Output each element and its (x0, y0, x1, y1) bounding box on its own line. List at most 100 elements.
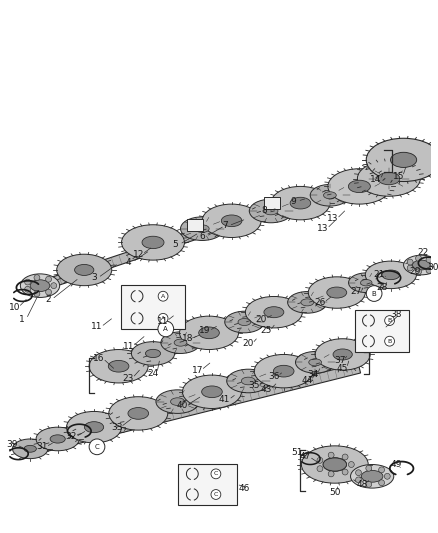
Text: 15: 15 (393, 172, 404, 181)
Ellipse shape (264, 207, 278, 215)
Ellipse shape (128, 408, 148, 419)
Text: 11: 11 (157, 317, 169, 326)
Text: 2: 2 (45, 295, 51, 304)
Ellipse shape (161, 332, 200, 353)
Ellipse shape (366, 138, 438, 182)
Ellipse shape (238, 319, 251, 326)
Ellipse shape (201, 386, 223, 398)
Ellipse shape (195, 225, 209, 232)
Text: 13: 13 (317, 224, 329, 233)
Ellipse shape (227, 369, 270, 393)
Text: 35: 35 (248, 382, 260, 390)
Text: 8: 8 (261, 206, 267, 215)
Circle shape (46, 276, 52, 282)
Text: B: B (388, 338, 392, 344)
Bar (355, 310, 409, 351)
Ellipse shape (183, 375, 241, 408)
Ellipse shape (349, 273, 384, 293)
Text: 34: 34 (307, 369, 319, 378)
Circle shape (158, 321, 173, 337)
Ellipse shape (378, 172, 400, 185)
Ellipse shape (311, 451, 358, 478)
Circle shape (158, 313, 168, 323)
Text: C: C (95, 444, 99, 450)
Text: 3: 3 (91, 273, 97, 282)
Text: 12: 12 (133, 250, 144, 259)
Text: 33: 33 (111, 423, 122, 432)
Text: 7: 7 (222, 221, 228, 230)
Ellipse shape (357, 161, 420, 196)
Text: A: A (161, 316, 165, 321)
Ellipse shape (199, 327, 219, 338)
Text: 50: 50 (329, 488, 341, 497)
Text: 11: 11 (91, 322, 103, 332)
Text: 51: 51 (292, 448, 303, 457)
Circle shape (51, 282, 57, 288)
Circle shape (431, 262, 437, 268)
Text: 14: 14 (371, 175, 382, 184)
Ellipse shape (361, 471, 383, 482)
Text: 16: 16 (93, 354, 105, 363)
Ellipse shape (288, 292, 327, 313)
Ellipse shape (273, 365, 294, 377)
Ellipse shape (360, 279, 372, 286)
Ellipse shape (327, 287, 347, 298)
Circle shape (385, 316, 395, 326)
Ellipse shape (382, 175, 395, 182)
Bar (264, 197, 280, 209)
Text: 28: 28 (376, 283, 388, 292)
Circle shape (211, 490, 221, 499)
Text: 44: 44 (302, 376, 313, 384)
Ellipse shape (108, 360, 129, 372)
Ellipse shape (301, 299, 314, 306)
Circle shape (342, 454, 348, 460)
Bar (187, 219, 203, 231)
Circle shape (317, 457, 323, 463)
Circle shape (89, 439, 105, 455)
Ellipse shape (315, 339, 370, 370)
Ellipse shape (24, 446, 36, 452)
Ellipse shape (309, 359, 321, 366)
Text: 36: 36 (268, 372, 279, 381)
Ellipse shape (350, 465, 394, 488)
Ellipse shape (131, 342, 175, 365)
Text: 19: 19 (199, 326, 211, 335)
Circle shape (366, 286, 382, 301)
Text: 5: 5 (173, 240, 179, 249)
Ellipse shape (413, 260, 430, 270)
Circle shape (328, 452, 334, 458)
Circle shape (366, 465, 372, 471)
Ellipse shape (170, 398, 184, 406)
Text: 20: 20 (255, 314, 267, 324)
Ellipse shape (36, 427, 79, 451)
Ellipse shape (369, 168, 409, 189)
Text: 4: 4 (126, 257, 131, 266)
Ellipse shape (89, 350, 148, 383)
Text: 6: 6 (199, 232, 205, 241)
Text: B: B (388, 318, 392, 323)
Ellipse shape (323, 458, 346, 471)
Text: 26: 26 (314, 298, 326, 307)
Ellipse shape (365, 261, 417, 288)
Circle shape (385, 336, 395, 346)
Text: 30: 30 (427, 263, 438, 272)
Text: 1: 1 (19, 314, 25, 324)
Circle shape (407, 259, 413, 265)
Ellipse shape (324, 192, 336, 199)
Ellipse shape (174, 339, 187, 346)
Text: 27: 27 (351, 287, 362, 296)
Ellipse shape (308, 277, 365, 308)
Circle shape (416, 269, 421, 274)
Circle shape (384, 473, 390, 479)
Ellipse shape (323, 458, 346, 471)
Text: 31: 31 (36, 442, 48, 451)
Text: 48: 48 (357, 480, 368, 489)
Ellipse shape (264, 306, 284, 318)
Text: 37: 37 (334, 356, 346, 365)
Circle shape (407, 265, 413, 271)
Circle shape (378, 480, 385, 486)
Text: 40: 40 (177, 401, 188, 410)
Ellipse shape (156, 390, 199, 414)
Ellipse shape (122, 225, 184, 260)
Circle shape (356, 477, 361, 483)
